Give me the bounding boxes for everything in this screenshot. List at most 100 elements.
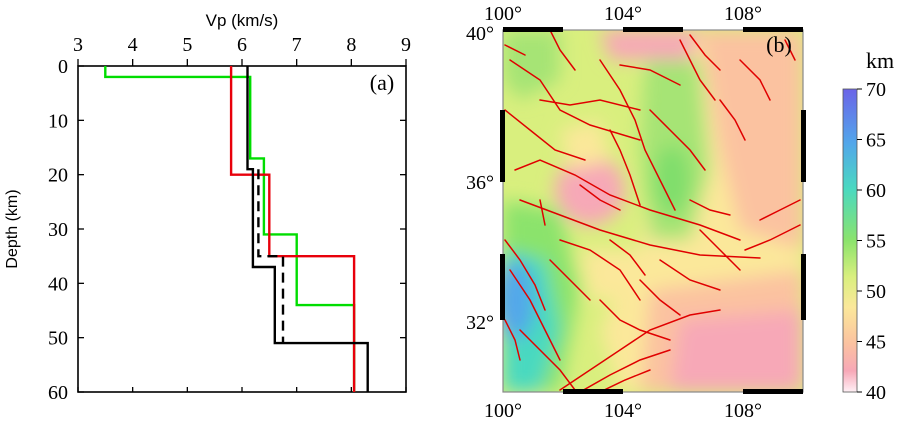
fault-line <box>504 44 526 56</box>
colorbar-tick-label: 60 <box>866 180 886 202</box>
border-segment <box>623 27 683 32</box>
moho-depth-map <box>503 30 803 392</box>
y-tick-label: 40 <box>48 273 68 295</box>
border-segment <box>503 27 563 32</box>
colorbar-tick-label: 40 <box>866 382 886 404</box>
fault-line <box>539 99 641 111</box>
lon-label-bottom: 100° <box>484 400 522 422</box>
colorbar-ramp <box>842 88 858 393</box>
y-tick-label: 60 <box>48 382 68 404</box>
colorbar-tick-label: 65 <box>866 130 886 152</box>
x-tick-label: 8 <box>346 34 356 56</box>
fault-line <box>619 64 681 86</box>
lon-label-top: 104° <box>604 3 642 25</box>
depth-zone <box>730 145 790 205</box>
x-tick-label: 5 <box>182 34 192 56</box>
x-tick-label: 6 <box>237 34 247 56</box>
fault-line <box>509 269 561 361</box>
border-segment <box>801 110 806 182</box>
fault-line <box>579 349 671 392</box>
fault-line <box>519 199 761 259</box>
fault-lines <box>504 30 801 392</box>
border-segment <box>500 110 505 182</box>
colorbar-tick-label: 55 <box>866 231 886 253</box>
border-segment <box>743 389 803 394</box>
fault-line <box>699 229 741 271</box>
x-tick-label: 7 <box>292 34 302 56</box>
y-tick-label: 50 <box>48 328 68 350</box>
x-axis-title: Vp (km/s) <box>206 11 279 30</box>
velocity-profiles <box>104 66 369 392</box>
depth-zone <box>654 145 690 215</box>
depth-contours <box>503 30 803 392</box>
fault-line <box>659 259 721 291</box>
fault-line <box>559 239 641 301</box>
y-tick-label: 30 <box>48 219 68 241</box>
colorbar-unit: km <box>866 48 894 73</box>
fault-line <box>509 59 641 141</box>
velocity-profile-line <box>257 169 285 344</box>
fault-line <box>649 109 706 171</box>
colorbar-tick-label: 45 <box>866 332 886 354</box>
fault-line <box>609 129 641 206</box>
fault-line <box>689 199 731 216</box>
y-tick-label: 0 <box>58 56 68 78</box>
fault-line <box>739 59 771 101</box>
fault-line <box>549 30 576 71</box>
border-segment <box>743 27 803 32</box>
depth-zone <box>503 30 560 100</box>
fault-line <box>719 99 746 141</box>
fault-line <box>504 109 586 161</box>
velocity-profile-line <box>229 66 356 392</box>
depth-zone <box>555 155 625 225</box>
depth-zone <box>503 260 535 340</box>
velocity-profile-line <box>246 66 369 392</box>
fault-line <box>689 34 721 71</box>
fault-line <box>639 279 681 316</box>
lat-label: 32° <box>466 312 494 334</box>
depth-zone <box>600 30 700 60</box>
fault-line <box>519 329 576 391</box>
depth-zone <box>670 310 803 392</box>
x-ticks: 3 4 5 6 7 8 9 <box>73 34 411 392</box>
fault-line <box>559 309 721 391</box>
fault-line <box>599 369 651 392</box>
fault-line <box>609 239 646 276</box>
velocity-profile-line <box>104 66 356 392</box>
colorbar-ticks: 70 65 60 55 50 45 40 <box>857 79 886 404</box>
fault-line <box>599 299 671 341</box>
colorbar-tick-label: 70 <box>866 79 886 101</box>
fault-line <box>599 59 676 211</box>
x-tick-label: 9 <box>401 34 411 56</box>
fault-line <box>504 239 546 311</box>
lon-label-bottom: 104° <box>604 400 642 422</box>
fault-line <box>539 199 546 226</box>
fault-line <box>784 39 796 61</box>
y-tick-label: 10 <box>48 110 68 132</box>
fault-line <box>759 199 801 221</box>
y-tick-label: 20 <box>48 165 68 187</box>
x-tick-label: 3 <box>73 34 83 56</box>
border-segment <box>500 254 505 320</box>
lat-label: 40° <box>466 23 494 45</box>
lon-label-top: 108° <box>724 3 762 25</box>
border-segment <box>563 389 623 394</box>
colorbar: km 70 65 60 55 50 45 40 <box>842 48 894 404</box>
panel-b: 100° 104° 108° 100° 104° 108° 40° 36° 32… <box>466 3 806 422</box>
border-segment <box>801 254 806 320</box>
lat-label: 36° <box>466 172 494 194</box>
panel-a-label: (a) <box>370 70 394 95</box>
x-tick-label: 4 <box>128 34 138 56</box>
lon-label-top: 100° <box>484 3 522 25</box>
map-border-ticks <box>500 27 806 394</box>
depth-zone <box>580 250 640 300</box>
fault-line <box>549 259 591 301</box>
panel-a: Vp (km/s) Depth (km) 3 4 5 6 7 8 9 0 10 20 30 40 50… <box>4 11 411 404</box>
colorbar-tick-label: 50 <box>866 281 886 303</box>
fault-line <box>579 184 621 211</box>
fault-line <box>504 319 521 361</box>
depth-zone <box>560 120 610 170</box>
lon-label-bottom: 108° <box>724 400 762 422</box>
fault-line <box>514 159 741 241</box>
